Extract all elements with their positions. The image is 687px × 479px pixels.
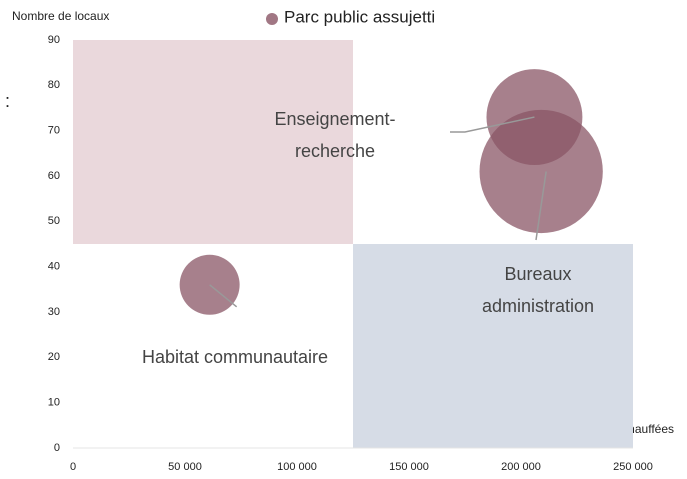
bubble-label: Enseignement- xyxy=(274,109,395,129)
bubble-label: administration xyxy=(482,296,594,316)
region xyxy=(353,244,633,448)
annotation: : xyxy=(5,91,10,111)
leader-line xyxy=(535,171,547,241)
leader-line xyxy=(450,116,535,133)
y-tick-label: 40 xyxy=(48,261,60,273)
legend-label: Parc public assujetti xyxy=(284,7,435,26)
y-tick-label: 50 xyxy=(48,215,60,227)
x-tick-label: 50 000 xyxy=(168,461,202,473)
region xyxy=(73,40,353,244)
leader-line xyxy=(209,284,238,308)
y-tick-label: 90 xyxy=(48,34,60,46)
x-tick-label: 250 000 xyxy=(613,461,653,473)
y-tick-label: 80 xyxy=(48,79,60,91)
x-tick-label: 150 000 xyxy=(389,461,429,473)
bubble-label: Bureaux xyxy=(504,264,571,284)
x-tick-label: 0 xyxy=(70,461,76,473)
y-tick-label: 20 xyxy=(48,351,60,363)
y-tick-label: 70 xyxy=(48,125,60,137)
bubble-label: Habitat communautaire xyxy=(142,347,328,367)
x-tick-label: 200 000 xyxy=(501,461,541,473)
y-tick-label: 0 xyxy=(54,442,60,454)
legend-marker xyxy=(266,13,278,25)
bubble-label: recherche xyxy=(295,141,375,161)
y-axis-title: Nombre de locaux xyxy=(12,9,109,23)
y-tick-label: 60 xyxy=(48,170,60,182)
x-tick-label: 100 000 xyxy=(277,461,317,473)
y-tick-label: 30 xyxy=(48,306,60,318)
bubble xyxy=(479,109,603,234)
y-tick-label: 10 xyxy=(48,397,60,409)
